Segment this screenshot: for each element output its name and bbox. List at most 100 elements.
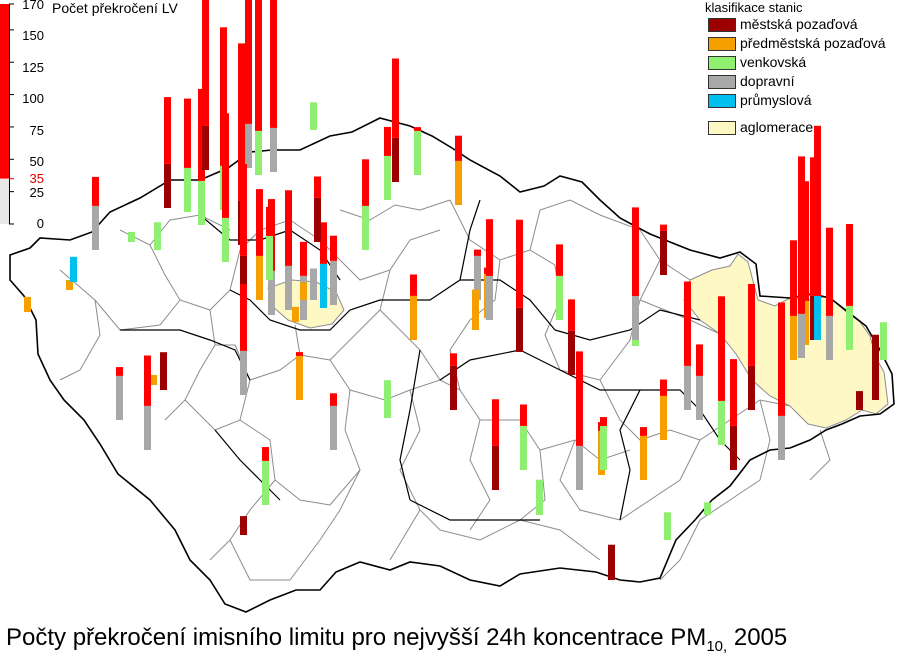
station-bar-exceedance-segment — [362, 159, 369, 206]
station-bar-class-segment — [330, 405, 337, 450]
station-bar — [245, 0, 252, 168]
legend-swatch — [708, 56, 736, 70]
station-bar — [128, 231, 135, 242]
legend-label: venkovská — [740, 54, 807, 70]
station-bar-exceedance-segment — [810, 157, 817, 296]
legend-label: průmyslová — [740, 92, 812, 108]
station-bar-class-segment — [556, 275, 563, 320]
station-bar-class-segment — [516, 307, 523, 352]
legend-swatch — [708, 94, 736, 108]
station-bar-class-segment — [856, 391, 863, 410]
station-bar — [144, 355, 151, 450]
station-bar-exceedance-segment — [802, 181, 809, 301]
station-bar-class-segment — [474, 255, 481, 300]
station-bar-class-segment — [696, 375, 703, 420]
station-bar-exceedance-segment — [256, 189, 263, 256]
station-bar-exceedance-segment — [778, 302, 785, 416]
station-bar-exceedance-segment — [450, 353, 457, 366]
station-bar — [310, 268, 317, 300]
station-bar-exceedance-segment — [116, 367, 123, 376]
station-bar-class-segment — [184, 167, 191, 212]
station-bar — [872, 359, 879, 400]
station-bar-class-segment — [266, 235, 273, 280]
station-bar — [810, 157, 817, 340]
station-bar-exceedance-segment — [92, 176, 99, 206]
station-bar-exceedance-segment — [144, 355, 151, 406]
station-bar-class-segment — [384, 380, 391, 418]
station-bar — [292, 306, 299, 322]
legend-swatch — [708, 121, 736, 135]
station-bar-exceedance-segment — [748, 284, 755, 366]
station-bar-class-segment — [154, 222, 161, 250]
station-bar-class-segment — [270, 127, 277, 172]
station-bar — [198, 88, 205, 225]
station-bar-class-segment — [410, 295, 417, 340]
station-bar — [790, 240, 797, 360]
station-bar-exceedance-segment — [696, 344, 703, 376]
tick-label-35: 35 — [29, 171, 44, 186]
station-bar — [310, 102, 317, 130]
station-bar-exceedance-segment — [245, 0, 252, 124]
station-bar-class-segment — [486, 275, 493, 320]
station-bar — [184, 98, 191, 212]
caption-year: 2005 — [727, 624, 788, 651]
station-bar-exceedance-segment — [270, 0, 277, 128]
station-bar-exceedance-segment — [202, 0, 209, 126]
station-bar — [492, 399, 499, 490]
station-bar-exceedance-segment — [814, 125, 821, 296]
station-bar-exceedance-segment — [410, 274, 417, 296]
station-bar — [856, 391, 863, 410]
station-bar-class-segment — [790, 315, 797, 360]
tick-label-100: 100 — [22, 91, 44, 106]
station-bar — [320, 222, 327, 308]
station-bar-exceedance-segment — [320, 222, 327, 264]
station-bar-class-segment — [492, 445, 499, 490]
station-bar-class-segment — [660, 395, 667, 440]
station-bar-class-segment — [330, 260, 337, 305]
station-bar-exceedance-segment — [600, 417, 607, 426]
tick-label-25: 25 — [29, 185, 44, 200]
station-bar-exceedance-segment — [330, 393, 337, 406]
station-bar-class-segment — [455, 160, 462, 205]
legend-label: městská pozaďová — [740, 16, 858, 32]
legend-swatch — [708, 75, 736, 89]
station-bar-exceedance-segment — [718, 296, 725, 401]
tick-label-75: 75 — [29, 123, 44, 138]
station-bar-exceedance-segment — [266, 206, 273, 236]
station-bar-exceedance-segment — [198, 88, 205, 181]
legend-title: klasifikace stanic — [705, 0, 803, 15]
legend-swatch — [708, 37, 736, 51]
station-bar-class-segment — [198, 180, 205, 225]
station-bar-class-segment — [704, 502, 711, 515]
station-bar — [520, 404, 527, 470]
caption-text: Počty překročení imisního limitu pro nej… — [6, 624, 707, 651]
scale-bar — [0, 3, 14, 225]
station-bar — [270, 0, 277, 172]
station-bar — [568, 299, 575, 375]
station-bar-exceedance-segment — [632, 251, 639, 296]
station-bar-exceedance-segment — [296, 352, 303, 356]
station-bar-class-segment — [536, 479, 543, 515]
tick-label-150: 150 — [22, 28, 44, 43]
station-bar-class-segment — [362, 205, 369, 250]
station-bar-exceedance-segment — [790, 240, 797, 316]
station-bar — [262, 447, 269, 505]
station-bar-exceedance-segment — [240, 284, 247, 351]
station-bar — [600, 417, 607, 470]
map-caption: Počty překročení imisního limitu pro nej… — [6, 624, 787, 655]
station-bar-exceedance-segment — [576, 351, 583, 446]
station-bar-class-segment — [872, 334, 879, 370]
station-bar — [70, 256, 77, 282]
station-bar-class-segment — [202, 125, 209, 170]
station-bar-exceedance-segment — [492, 399, 499, 446]
station-bar — [696, 344, 703, 420]
station-bar-class-segment — [798, 313, 805, 358]
station-bar-class-segment — [664, 512, 671, 540]
station-bar — [660, 379, 667, 440]
station-bar-exceedance-segment — [392, 58, 399, 138]
station-bar-class-segment — [802, 300, 809, 345]
station-bar-class-segment — [450, 365, 457, 410]
station-bar — [730, 359, 737, 470]
station-bar-class-segment — [128, 231, 135, 242]
station-bar-class-segment — [814, 295, 821, 340]
